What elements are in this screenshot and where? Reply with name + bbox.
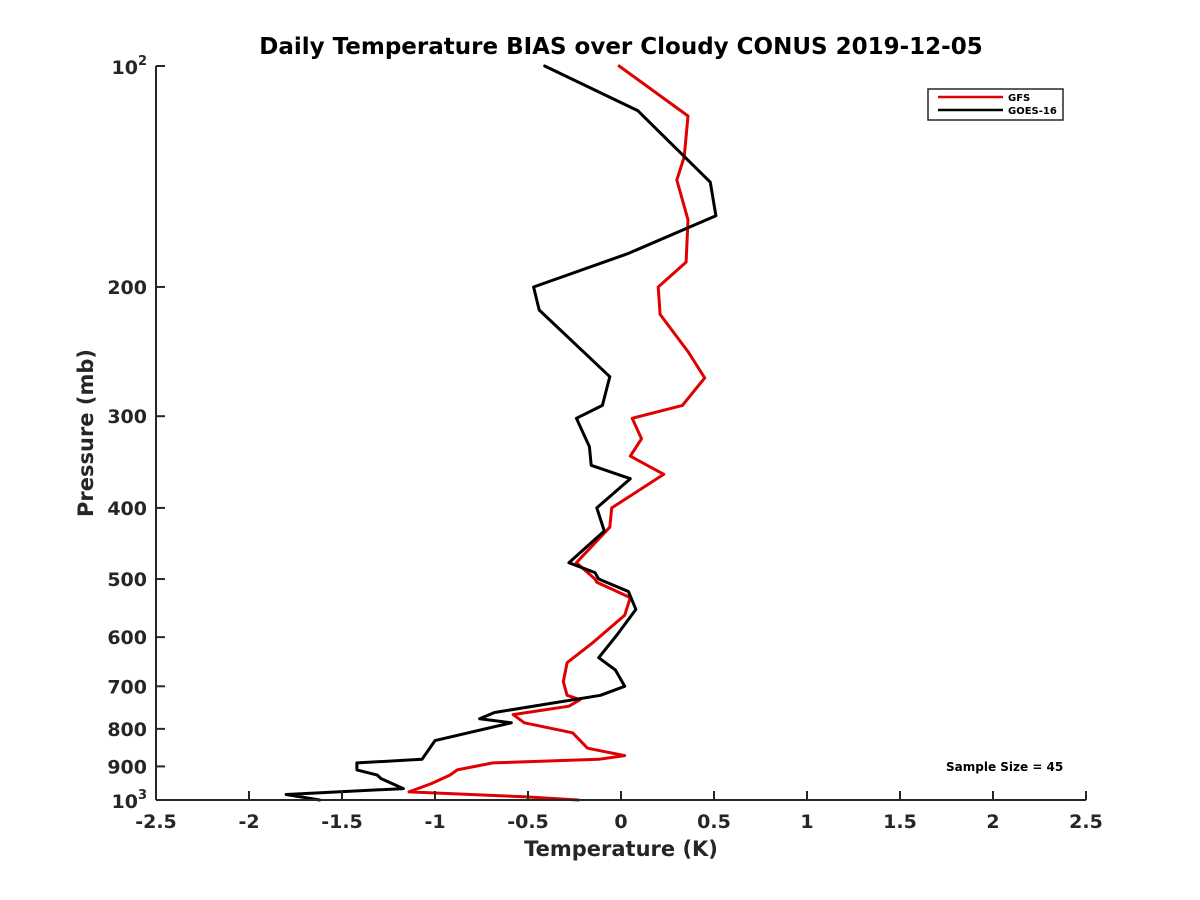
y-tick-label: 800 [107, 719, 147, 741]
legend-label-gfs: GFS [1008, 93, 1030, 104]
series-line-gfs [407, 64, 707, 802]
x-tick-label: -2 [238, 811, 259, 833]
y-tick-label: 600 [107, 627, 147, 649]
legend-label-goes16: GOES-16 [1008, 106, 1057, 117]
legend-box [927, 88, 1064, 121]
y-tick-label-top: 102 [112, 54, 148, 79]
series-layer [284, 64, 718, 802]
x-tick-label: 0.5 [697, 811, 731, 833]
x-ticks: -2.5 -2 -1.5 -1 -0.5 0 0.5 1 1.5 2 2.5 [135, 791, 1103, 833]
y-tick-label: 400 [107, 498, 147, 520]
y-tick-label: 300 [107, 406, 147, 428]
sample-size-annotation: Sample Size = 45 [946, 760, 1063, 774]
x-tick-label: 2.5 [1069, 811, 1103, 833]
series-line-goes16 [284, 64, 718, 802]
x-axis-label: Temperature (K) [524, 837, 718, 861]
x-tick-label: -1 [424, 811, 445, 833]
x-tick-label: 2 [986, 811, 999, 833]
legend: GFS GOES-16 [927, 88, 1064, 121]
y-tick-label: 200 [107, 277, 147, 299]
y-axis-label: Pressure (mb) [74, 349, 98, 517]
chart-title: Daily Temperature BIAS over Cloudy CONUS… [259, 34, 982, 60]
y-tick-label-bottom: 103 [112, 788, 148, 813]
x-tick-label: 1.5 [883, 811, 917, 833]
y-tick-label: 900 [107, 756, 147, 778]
x-tick-label: -1.5 [321, 811, 363, 833]
x-tick-label: 1 [800, 811, 813, 833]
x-tick-label: 0 [614, 811, 627, 833]
x-tick-label: -0.5 [507, 811, 549, 833]
y-ticks: 200 300 400 500 600 700 800 900 [107, 65, 165, 801]
x-tick-label: -2.5 [135, 811, 177, 833]
y-tick-label: 500 [107, 569, 147, 591]
y-tick-label: 700 [107, 676, 147, 698]
